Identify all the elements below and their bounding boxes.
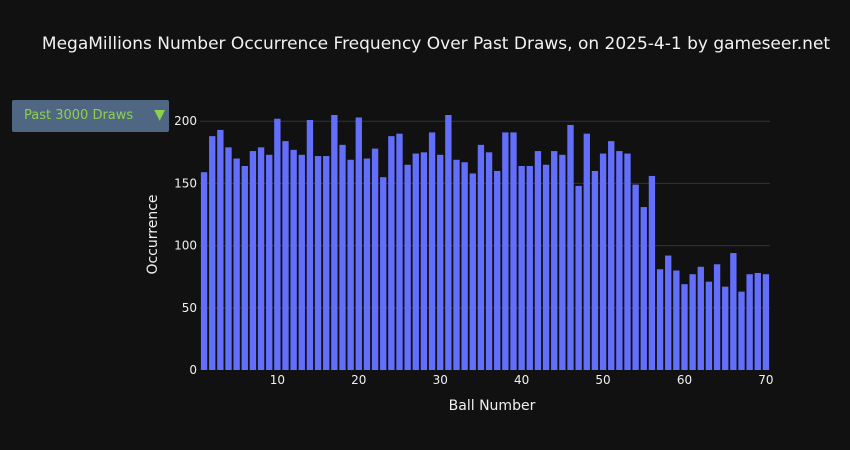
bar-ball-8[interactable] <box>257 147 265 370</box>
bar-ball-55[interactable] <box>640 207 647 370</box>
bar-ball-69[interactable] <box>754 272 761 370</box>
bar-ball-15[interactable] <box>314 156 322 370</box>
bar-ball-46[interactable] <box>567 124 574 370</box>
y-tick-label: 200 <box>174 114 197 128</box>
chevron-down-icon: ▼ <box>154 107 165 123</box>
bar-ball-60[interactable] <box>681 284 688 370</box>
x-tick-label: 20 <box>351 373 366 387</box>
x-axis-title: Ball Number <box>449 398 536 414</box>
bar-ball-43[interactable] <box>542 164 550 370</box>
bar-ball-56[interactable] <box>648 175 656 370</box>
bar-ball-67[interactable] <box>738 291 745 370</box>
bar-ball-32[interactable] <box>453 159 460 370</box>
y-tick-label: 50 <box>182 301 197 315</box>
bar-ball-24[interactable] <box>388 136 395 370</box>
bar-ball-17[interactable] <box>331 115 338 370</box>
y-tick-label: 0 <box>189 363 197 377</box>
bar-ball-58[interactable] <box>665 255 672 370</box>
bar-ball-64[interactable] <box>713 264 721 370</box>
bar-ball-49[interactable] <box>591 170 599 370</box>
bar-ball-37[interactable] <box>494 170 501 370</box>
bar-ball-70[interactable] <box>762 274 770 370</box>
draw-range-dropdown[interactable]: Past 3000 Draws ▼ <box>12 100 169 132</box>
bar-ball-36[interactable] <box>485 152 493 370</box>
bar-ball-6[interactable] <box>241 166 248 370</box>
bar-ball-2[interactable] <box>209 136 216 370</box>
bar-ball-52[interactable] <box>616 151 623 370</box>
y-axis-ticks: 0 50 100 150 200 <box>174 114 197 377</box>
bars <box>200 115 770 370</box>
bar-ball-7[interactable] <box>249 151 257 370</box>
x-tick-label: 10 <box>270 373 285 387</box>
x-tick-label: 70 <box>758 373 773 387</box>
bar-ball-25[interactable] <box>396 133 403 370</box>
y-tick-label: 150 <box>174 176 197 190</box>
bar-ball-39[interactable] <box>510 132 517 370</box>
bar-ball-66[interactable] <box>730 253 737 370</box>
bar-ball-54[interactable] <box>632 184 639 370</box>
bar-ball-41[interactable] <box>526 166 533 370</box>
bar-ball-16[interactable] <box>323 156 330 370</box>
bar-ball-3[interactable] <box>217 129 224 370</box>
draw-range-selected-label: Past 3000 Draws <box>24 108 134 123</box>
bar-ball-34[interactable] <box>469 173 476 370</box>
bar-ball-42[interactable] <box>534 151 542 370</box>
bar-ball-50[interactable] <box>599 153 607 370</box>
bar-ball-57[interactable] <box>656 269 664 370</box>
y-axis-title: Occurrence <box>145 194 161 274</box>
bar-ball-18[interactable] <box>339 144 346 370</box>
bar-ball-26[interactable] <box>404 164 411 370</box>
bar-ball-63[interactable] <box>705 281 713 370</box>
bar-ball-62[interactable] <box>697 266 704 370</box>
bar-ball-1[interactable] <box>200 172 208 370</box>
bar-ball-61[interactable] <box>689 274 696 370</box>
bar-ball-30[interactable] <box>437 154 444 370</box>
bar-ball-22[interactable] <box>371 148 379 370</box>
bar-ball-40[interactable] <box>518 166 525 370</box>
bar-ball-4[interactable] <box>225 147 232 370</box>
bar-ball-13[interactable] <box>298 154 305 370</box>
x-tick-label: 60 <box>677 373 692 387</box>
bar-ball-11[interactable] <box>282 141 289 370</box>
bar-ball-68[interactable] <box>746 274 753 370</box>
x-tick-label: 30 <box>433 373 448 387</box>
bar-ball-10[interactable] <box>274 118 281 370</box>
x-tick-label: 40 <box>514 373 529 387</box>
bar-ball-29[interactable] <box>428 132 436 370</box>
bar-ball-23[interactable] <box>380 177 387 370</box>
bar-ball-44[interactable] <box>551 151 558 370</box>
y-tick-label: 100 <box>174 239 197 253</box>
bar-ball-51[interactable] <box>608 141 615 370</box>
bar-ball-12[interactable] <box>290 149 297 370</box>
bar-ball-53[interactable] <box>624 153 631 370</box>
bar-ball-19[interactable] <box>347 159 354 370</box>
bar-ball-5[interactable] <box>233 158 240 370</box>
bar-ball-48[interactable] <box>583 133 590 370</box>
bar-ball-45[interactable] <box>559 154 566 370</box>
x-axis-ticks: 10 20 30 40 50 60 70 <box>270 373 774 387</box>
chart-title: MegaMillions Number Occurrence Frequency… <box>41 34 831 54</box>
bar-ball-65[interactable] <box>722 286 729 370</box>
bar-ball-28[interactable] <box>420 152 428 370</box>
x-tick-label: 50 <box>595 373 610 387</box>
bar-ball-9[interactable] <box>266 154 273 370</box>
bar-ball-21[interactable] <box>363 158 371 370</box>
bar-ball-14[interactable] <box>306 119 314 370</box>
bar-ball-38[interactable] <box>502 132 509 370</box>
bar-ball-35[interactable] <box>477 144 485 370</box>
bar-ball-27[interactable] <box>412 153 419 370</box>
bar-ball-33[interactable] <box>461 162 468 370</box>
bar-ball-31[interactable] <box>445 115 452 370</box>
bar-ball-59[interactable] <box>673 270 680 370</box>
bar-ball-20[interactable] <box>355 117 362 370</box>
bar-ball-47[interactable] <box>575 185 582 370</box>
